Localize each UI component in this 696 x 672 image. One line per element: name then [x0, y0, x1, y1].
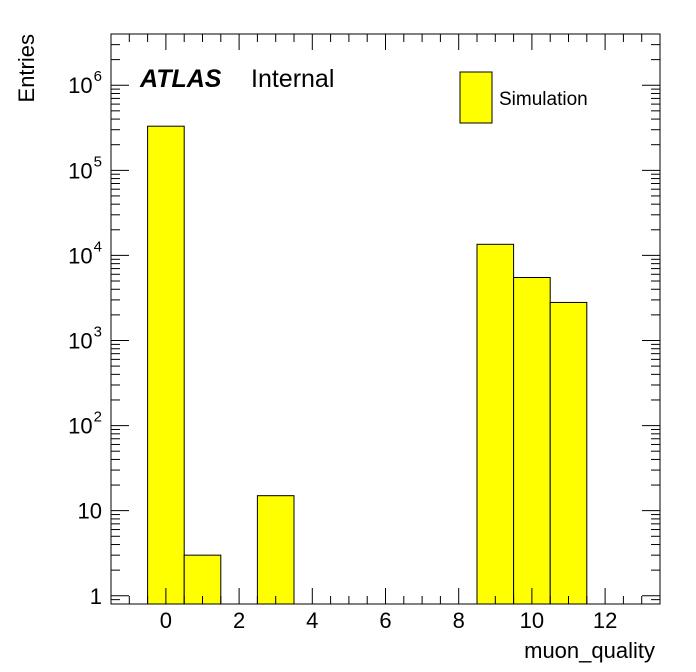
x-tick-label: 8 [453, 608, 465, 633]
axis-ticks [110, 33, 661, 605]
x-axis-title: muon_quality [524, 638, 655, 663]
plot-frame [110, 33, 661, 605]
y-tick-label: 1 [90, 584, 102, 609]
histogram-bars [147, 125, 588, 605]
x-tick-label: 6 [379, 608, 391, 633]
y-tick-label: 10 [68, 73, 92, 98]
x-tick-label: 12 [593, 608, 617, 633]
y-tick-label: 10 [78, 499, 102, 524]
y-tick-exponent: 2 [94, 409, 102, 426]
histogram-bar [549, 301, 588, 605]
internal-label: Internal [251, 65, 334, 93]
y-tick-label: 10 [68, 158, 92, 183]
legend-swatch [459, 71, 493, 124]
legend-entry-simulation: Simulation [499, 89, 588, 110]
histogram-bar [147, 125, 185, 605]
y-tick-label: 10 [68, 328, 92, 353]
x-tick-label: 0 [160, 608, 172, 633]
x-tick-label: 2 [233, 608, 245, 633]
histogram-bar [256, 495, 295, 605]
y-tick-exponent: 5 [94, 153, 102, 170]
x-tick-label: 4 [306, 608, 318, 633]
atlas-label: ATLAS [139, 65, 222, 93]
histogram-bar [476, 243, 515, 605]
y-axis-title: Entries [14, 34, 39, 102]
y-tick-label: 10 [68, 243, 92, 268]
histogram-bar [183, 554, 222, 605]
y-tick-label: 10 [68, 414, 92, 439]
y-tick-exponent: 6 [94, 68, 102, 85]
histogram-bar [513, 276, 551, 605]
x-tick-label: 10 [520, 608, 544, 633]
y-tick-exponent: 4 [94, 238, 102, 255]
y-tick-exponent: 3 [94, 323, 102, 340]
